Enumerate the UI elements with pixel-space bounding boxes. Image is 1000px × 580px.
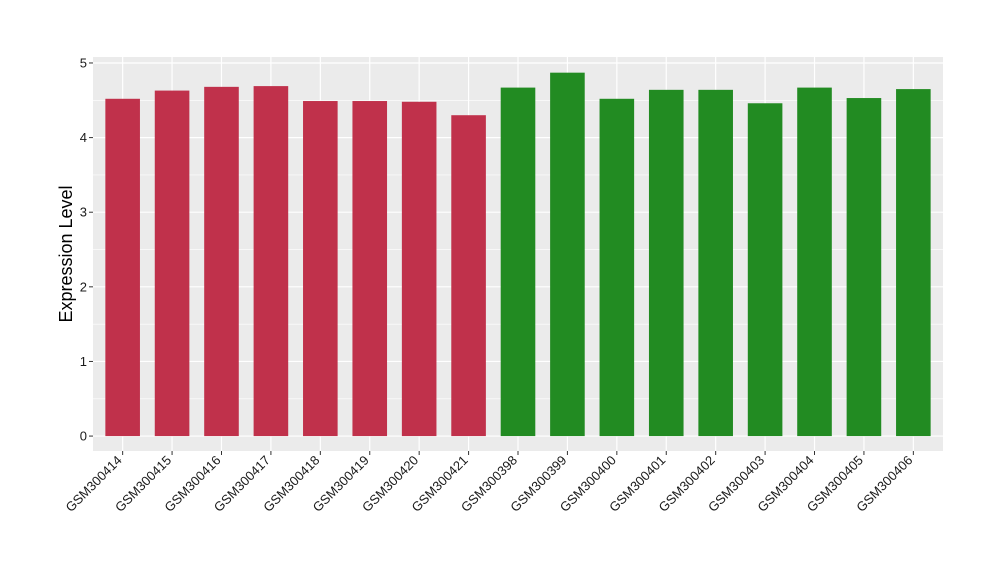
bar-GSM300421 [451, 115, 486, 437]
y-axis-title: Expression Level [56, 185, 76, 322]
bar-GSM300405 [846, 98, 882, 437]
bar-GSM300401 [648, 89, 684, 437]
bar-GSM300416 [204, 86, 239, 437]
bar-GSM300417 [253, 86, 289, 437]
bar-GSM300415 [154, 90, 190, 437]
bar-GSM300418 [303, 101, 338, 437]
bar-GSM300420 [401, 101, 437, 437]
y-tick-label: 5 [80, 55, 87, 70]
bars [105, 72, 931, 437]
y-tick-label: 0 [80, 429, 87, 444]
y-axis: 0 1 2 3 4 5 [80, 55, 93, 444]
y-tick-label: 2 [80, 279, 87, 294]
bar-GSM300403 [747, 103, 783, 437]
bar-GSM300398 [500, 87, 536, 437]
bar-GSM300402 [698, 89, 733, 437]
bar-GSM300400 [599, 98, 635, 437]
bar-GSM300404 [797, 87, 832, 437]
bar-GSM300406 [896, 89, 931, 437]
y-tick-label: 1 [80, 354, 87, 369]
y-tick-label: 4 [80, 130, 87, 145]
y-tick-label: 3 [80, 205, 87, 220]
bar-GSM300414 [105, 98, 140, 437]
bar-GSM300419 [352, 101, 388, 437]
x-axis: GSM300414GSM300415GSM300416GSM300417GSM3… [63, 451, 915, 515]
bar-GSM300399 [550, 72, 585, 437]
